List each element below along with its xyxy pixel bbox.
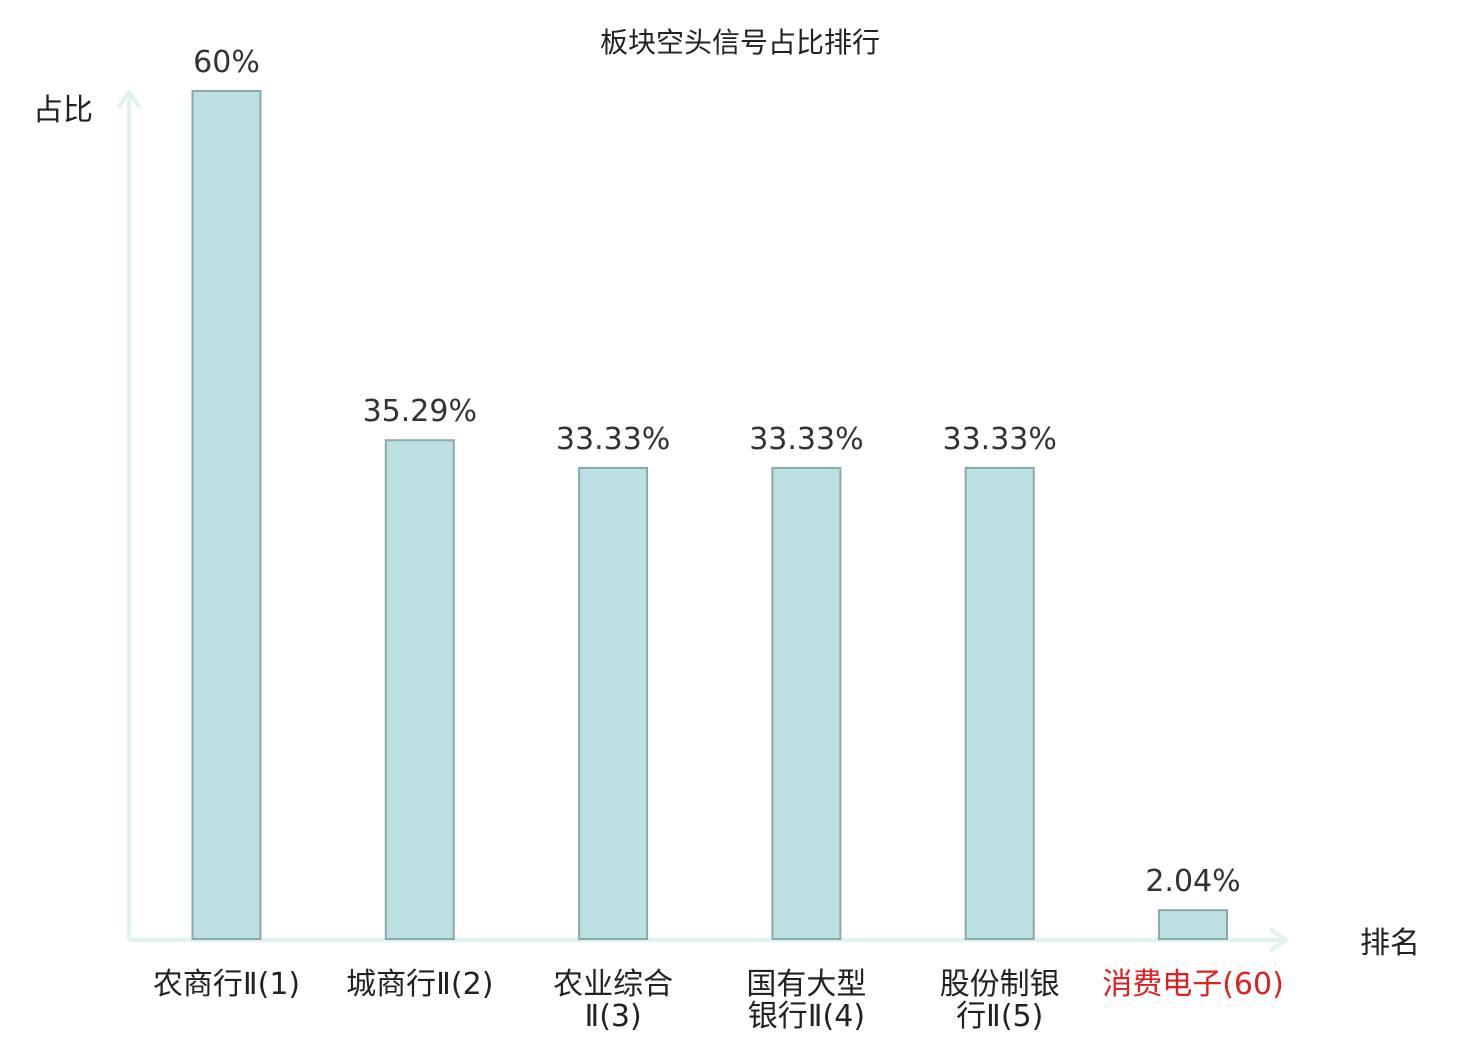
category-label-3: 农业综合 Ⅱ(3): [553, 967, 673, 1034]
value-label-5: 33.33%: [943, 422, 1057, 457]
category-label-line: 银行Ⅱ(4): [748, 999, 865, 1034]
category-label-line: 消费电子(60): [1102, 967, 1284, 1002]
category-label-line: 行Ⅱ(5): [956, 999, 1043, 1034]
bar-3: [578, 466, 649, 940]
category-label-line: 国有大型: [746, 967, 866, 1002]
x-axis-label: 排名: [1360, 926, 1420, 961]
value-label-6: 2.04%: [1145, 864, 1240, 899]
category-label-4: 国有大型银行Ⅱ(4): [746, 967, 866, 1034]
value-label-2: 35.29%: [363, 394, 477, 429]
x-axis: [129, 927, 1290, 953]
value-labels: 60% 35.29% 33.33% 33.33% 33.33% 2.04%: [193, 45, 1241, 899]
category-labels: 农商行Ⅱ(1) 城商行Ⅱ(2) 农业综合 Ⅱ(3) 国有大型银行Ⅱ(4) 股份制银行Ⅱ(5…: [153, 967, 1284, 1034]
bar-5: [964, 466, 1035, 940]
bar-4: [771, 466, 842, 940]
bar-2: [384, 439, 455, 940]
category-label-line: Ⅱ(3): [584, 999, 641, 1034]
category-label-2: 城商行Ⅱ(2): [346, 967, 493, 1002]
category-label-line: 股份制银: [940, 967, 1060, 1002]
category-label-line: 城商行Ⅱ(2): [346, 967, 493, 1002]
bars: [191, 90, 1228, 941]
value-label-3: 33.33%: [556, 422, 670, 457]
value-label-1: 60%: [193, 45, 260, 80]
y-axis-label: 占比: [33, 93, 93, 128]
value-label-4: 33.33%: [749, 422, 863, 457]
bar-1: [191, 90, 262, 940]
category-label-line: 农业综合: [553, 967, 673, 1002]
category-label-5: 股份制银行Ⅱ(5): [940, 967, 1060, 1034]
bar-6: [1158, 909, 1228, 941]
chart-title: 板块空头信号占比排行: [600, 26, 880, 59]
category-label-6: 消费电子(60): [1102, 967, 1284, 1002]
category-label-1: 农商行Ⅱ(1): [153, 967, 300, 1002]
y-axis: [116, 88, 142, 940]
category-label-line: 农商行Ⅱ(1): [153, 967, 300, 1002]
